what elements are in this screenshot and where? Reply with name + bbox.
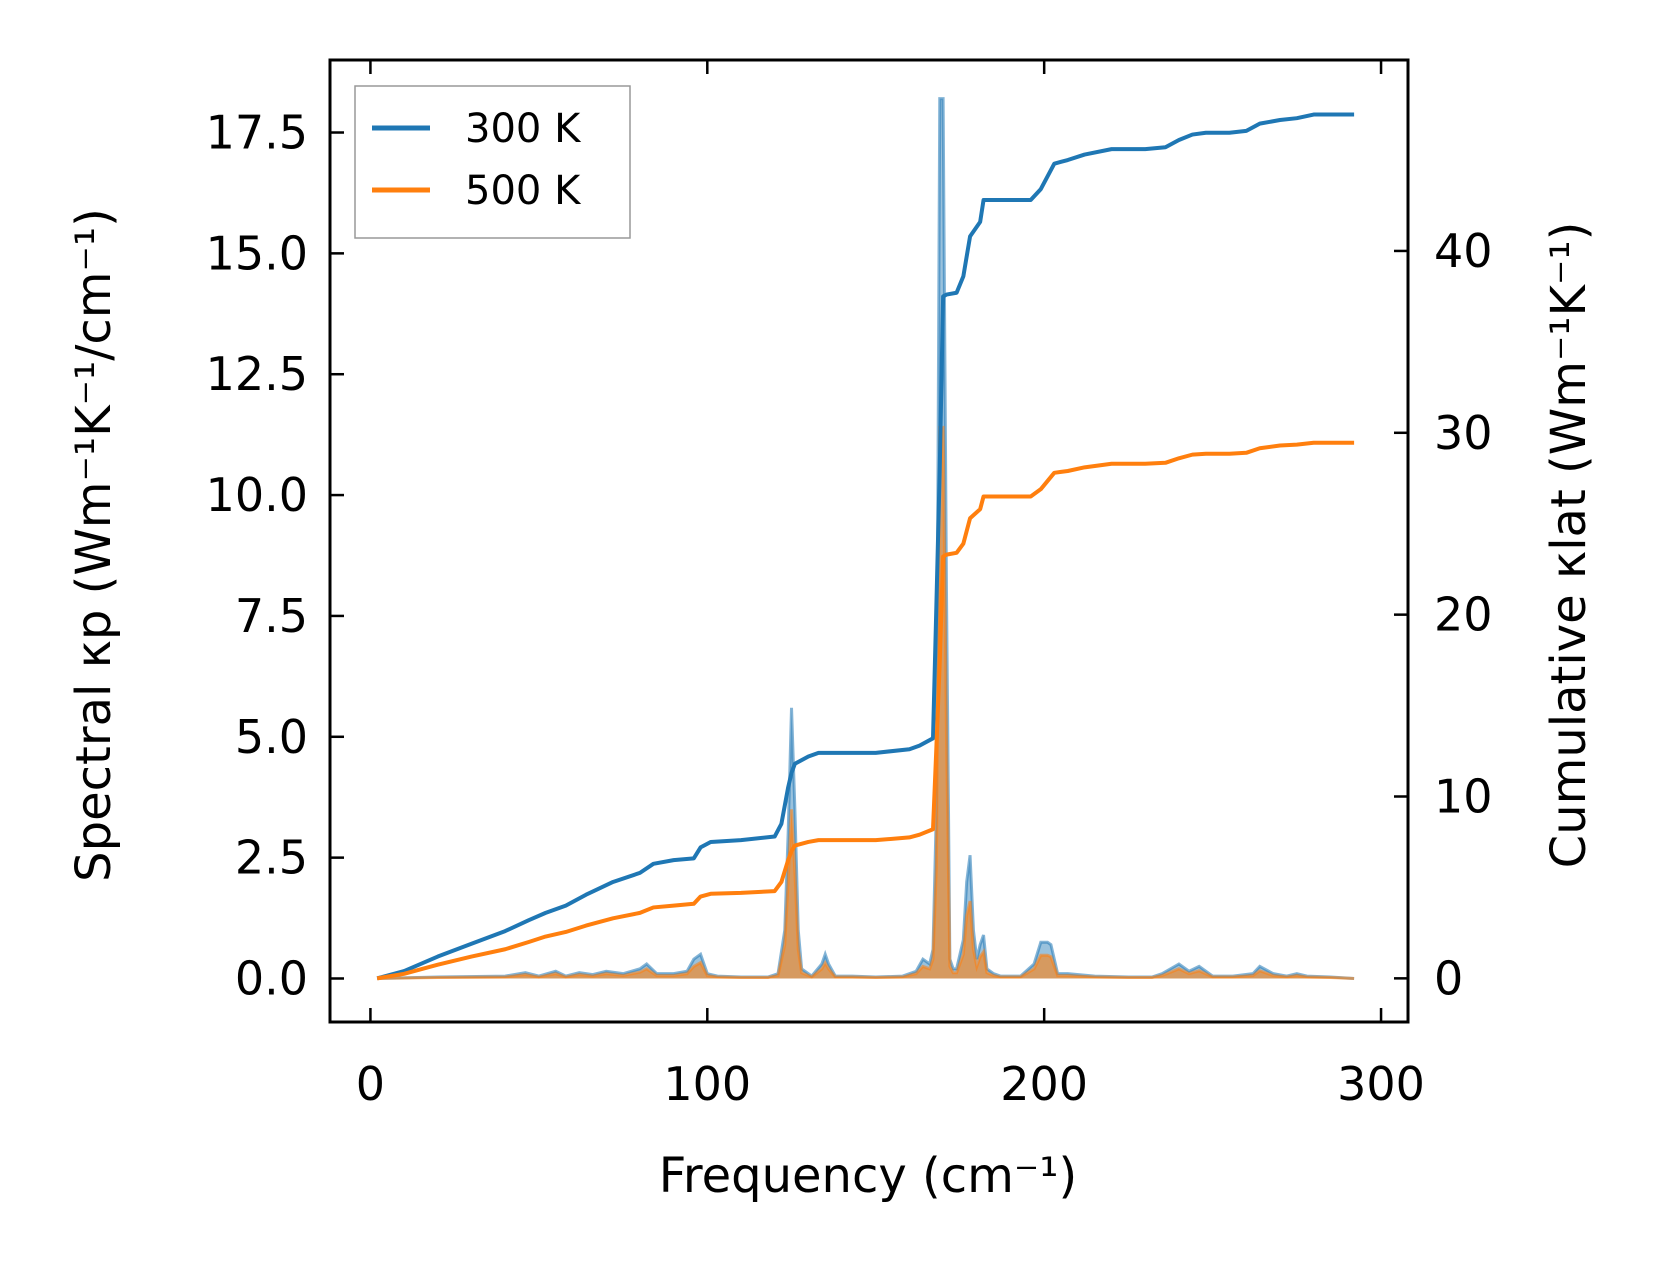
cumulative-line-300k [376, 112, 1355, 981]
spectral-line-500k [377, 425, 1355, 980]
y-tick-label-left: 2.5 [235, 831, 308, 885]
x-axis-title: Frequency (cm⁻¹) [659, 1148, 1077, 1204]
legend: 300 K 500 K [354, 85, 631, 239]
x-tick-label: 200 [1000, 1057, 1088, 1111]
y-tick-label-right: 40 [1434, 224, 1493, 278]
y-tick-label-right: 20 [1434, 588, 1493, 642]
x-tick-label: 100 [663, 1057, 751, 1111]
legend-label-300k: 300 K [465, 106, 582, 152]
plot-area [376, 97, 1355, 981]
x-tick-label: 0 [356, 1057, 385, 1111]
y-tick-label-left: 17.5 [206, 106, 308, 160]
y-axis-left-title: Spectral κp (Wm⁻¹K⁻¹/cm⁻¹) [66, 208, 122, 882]
y-axis-right-title: Cumulative κlat (Wm⁻¹K⁻¹) [1541, 222, 1597, 869]
y-tick-label-left: 15.0 [206, 226, 308, 280]
axes-frame [328, 58, 1410, 1024]
y-tick-label-left: 5.0 [235, 710, 308, 764]
y-tick-label-left: 7.5 [235, 589, 308, 643]
y-tick-label-right: 0 [1434, 951, 1463, 1005]
y-tick-label-left: 0.0 [235, 951, 308, 1005]
tick-labels: 0 100 200 300 0.0 2.5 5.0 7.5 10.0 12.5 15.0 17.5 0 1… [206, 106, 1493, 1111]
y-tick-label-right: 30 [1434, 406, 1493, 460]
y-tick-label-right: 10 [1434, 770, 1493, 824]
y-tick-label-left: 12.5 [206, 347, 308, 401]
legend-label-500k: 500 K [465, 168, 582, 214]
y-tick-label-left: 10.0 [206, 468, 308, 522]
axis-ticks [330, 60, 1408, 1022]
x-tick-label: 300 [1337, 1057, 1425, 1111]
legend-box [354, 85, 631, 239]
cumulative-line-500k [376, 440, 1355, 981]
